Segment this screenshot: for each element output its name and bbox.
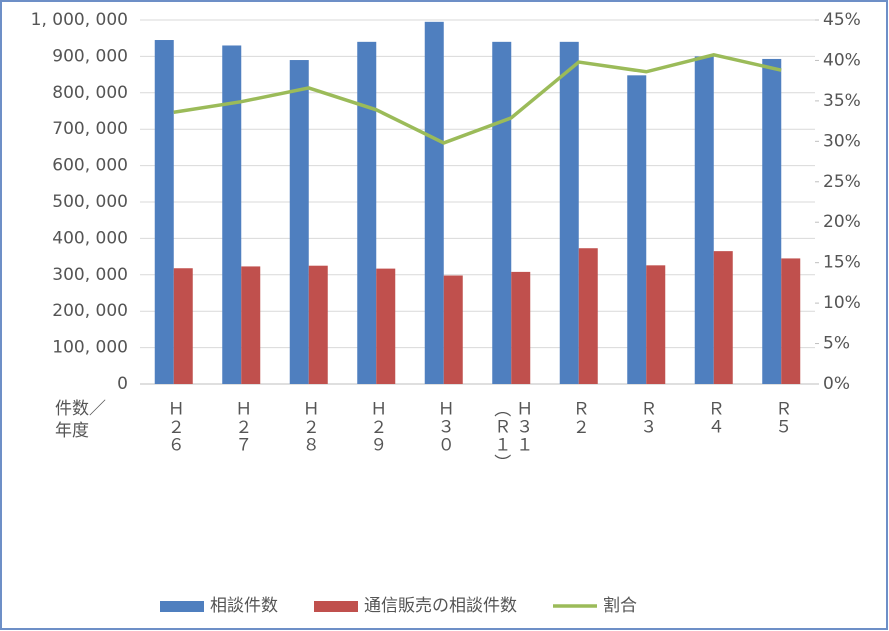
y-tick-label: 900, 000 [52, 46, 128, 66]
x-tick-label: Ｈ３１ （Ｒ１） [490, 400, 533, 472]
bar [492, 41, 512, 385]
bar [443, 275, 463, 384]
bar [376, 268, 396, 384]
y-tick-label: 200, 000 [52, 301, 128, 321]
bar [511, 271, 531, 384]
bar [222, 45, 242, 384]
y-tick-label: 1, 000, 000 [31, 10, 128, 30]
legend-label: 相談件数 [210, 596, 278, 616]
bar [781, 258, 801, 384]
bar [627, 75, 647, 384]
y2-tick-label: 45% [823, 10, 861, 30]
y-tick-label: 300, 000 [52, 265, 128, 285]
y2-tick-label: 10% [823, 293, 861, 313]
bar [241, 266, 261, 384]
x-tick-label: Ｒ３ [636, 400, 657, 436]
y-tick-label: 0 [117, 374, 128, 394]
bar [173, 268, 193, 384]
y2-tick-label: 5% [823, 334, 850, 354]
x-axis-label: 件数／ 年度 [55, 399, 106, 441]
x-tick-label: Ｈ２８ [298, 400, 319, 454]
x-tick-label: Ｈ２７ [231, 400, 252, 454]
y2-tick-label: 35% [823, 91, 861, 111]
y2-tick-label: 20% [823, 212, 861, 232]
bar [289, 60, 309, 384]
bar [154, 40, 174, 385]
y2-tick-label: 0% [823, 374, 850, 394]
x-tick-label: Ｒ４ [703, 400, 724, 436]
bar [308, 265, 328, 384]
y-tick-label: 400, 000 [52, 228, 128, 248]
x-tick-label: Ｈ２６ [163, 400, 184, 454]
x-tick-label: Ｒ５ [771, 400, 792, 436]
y2-tick-label: 25% [823, 172, 861, 192]
bar [762, 58, 782, 384]
y-tick-label: 600, 000 [52, 156, 128, 176]
y-tick-label: 500, 000 [52, 192, 128, 212]
y-tick-label: 100, 000 [52, 338, 128, 358]
bar [646, 265, 666, 384]
line [173, 52, 782, 145]
x-tick-label: Ｒ２ [568, 400, 589, 436]
legend-swatch [314, 601, 358, 612]
x-tick-label: Ｈ２９ [366, 400, 387, 454]
y-tick-label: 800, 000 [52, 83, 128, 103]
y2-tick-label: 40% [823, 50, 861, 70]
bar [694, 56, 714, 385]
legend-swatch [160, 601, 204, 612]
bar [424, 21, 444, 384]
y2-tick-label: 15% [823, 253, 861, 273]
bar [357, 41, 377, 385]
bar [559, 41, 579, 385]
bar [578, 248, 598, 384]
y2-tick-label: 30% [823, 131, 861, 151]
y-tick-label: 700, 000 [52, 119, 128, 139]
x-tick-label: Ｈ３０ [433, 400, 454, 454]
bar [713, 251, 733, 384]
legend-label: 通信販売の相談件数 [364, 596, 517, 616]
legend-label: 割合 [603, 596, 637, 616]
